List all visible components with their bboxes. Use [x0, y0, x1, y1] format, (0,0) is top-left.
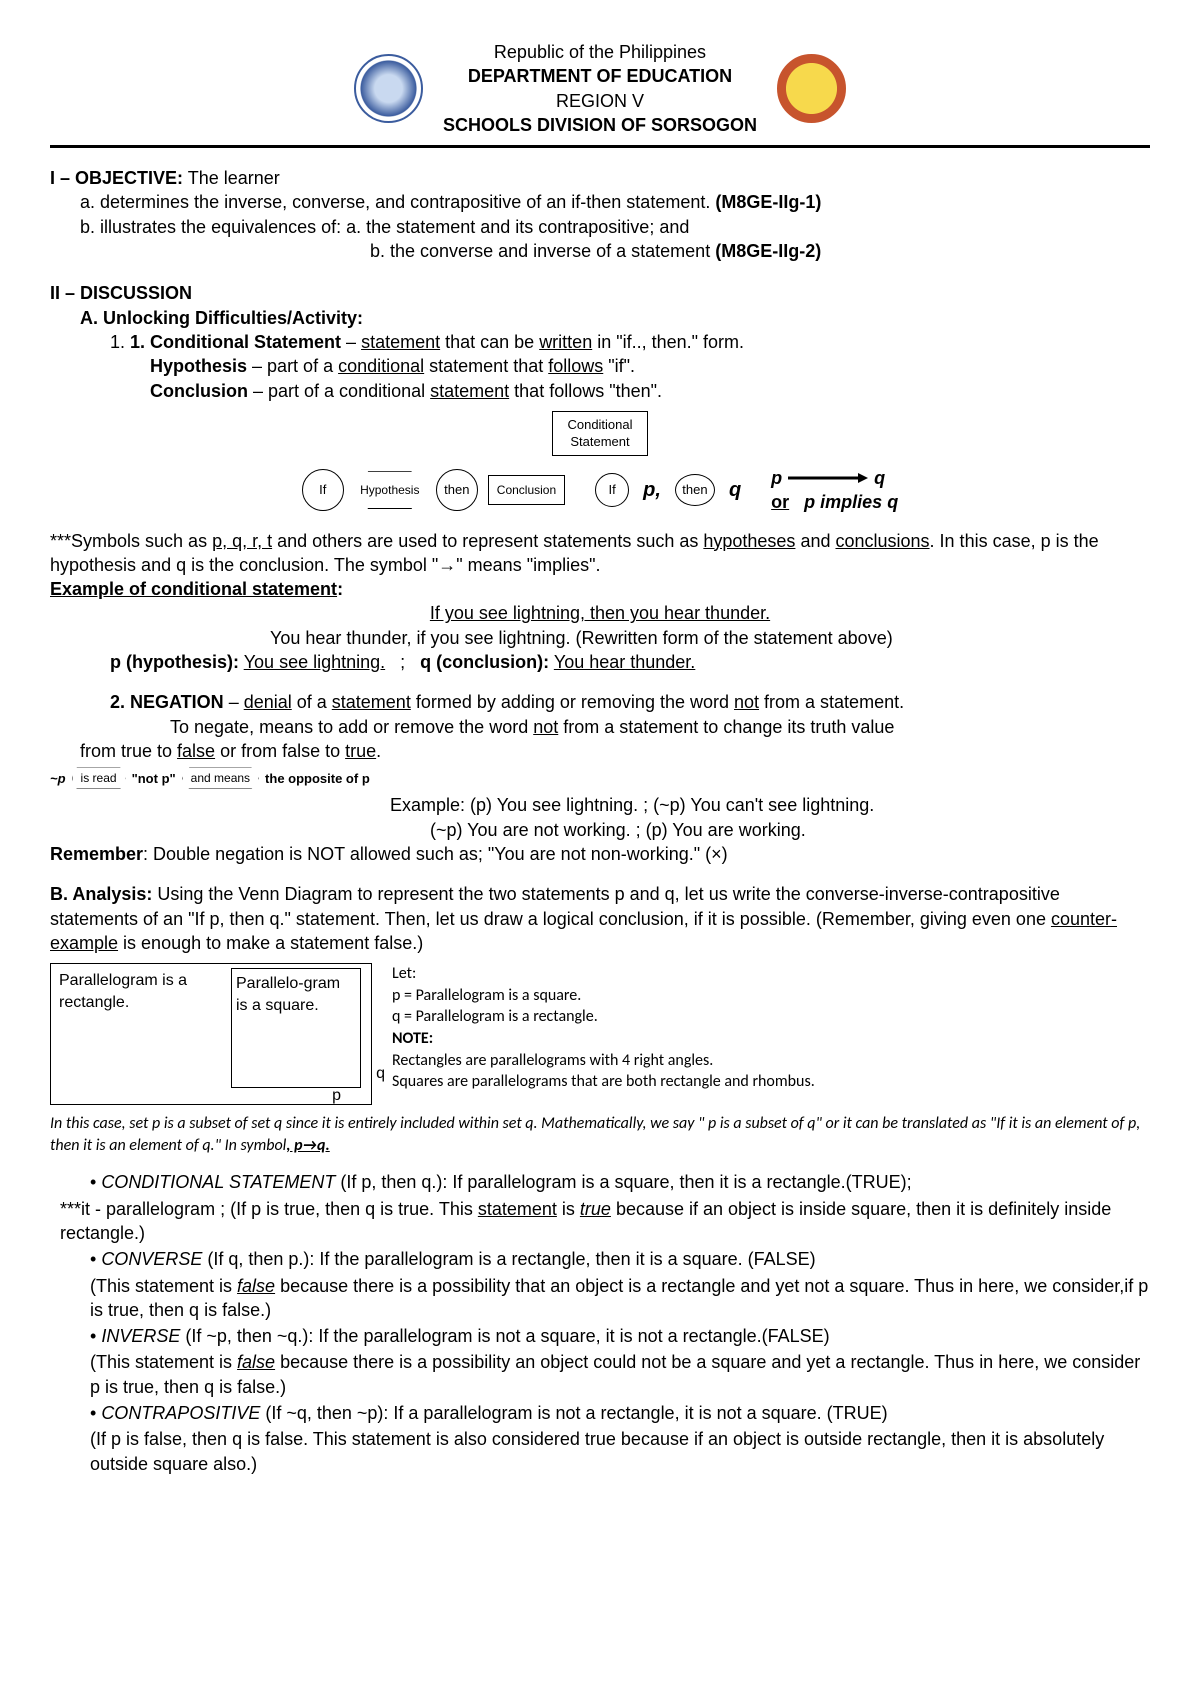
objective-b: b. illustrates the equivalences of: a. t… [50, 215, 1150, 239]
header-line2: DEPARTMENT OF EDUCATION [443, 64, 757, 88]
sorsogon-logo [777, 54, 846, 123]
symbols-note: ***Symbols such as p, q, r, t and others… [50, 529, 1150, 578]
inverse-bullet: INVERSE (If ~p, then ~q.): If the parall… [50, 1324, 1150, 1348]
discussion-section: II – DISCUSSION A. Unlocking Difficultie… [50, 281, 1150, 402]
arrow-icon [788, 472, 868, 484]
contrapositive-sub: (If p is false, then q is false. This st… [50, 1427, 1150, 1476]
analysis-block: B. Analysis: Using the Venn Diagram to r… [50, 882, 1150, 955]
page-header: Republic of the Philippines DEPARTMENT O… [50, 40, 1150, 148]
subset-note: In this case, set p is a subset of set q… [50, 1113, 1150, 1156]
venn-q-label: q [376, 1063, 385, 1085]
cond-stmt-box: Conditional Statement [552, 411, 647, 456]
venn-inner-box: Parallelo-gram is a square. [231, 968, 361, 1088]
negation-block: 2. NEGATION – denial of a statement form… [50, 690, 1150, 866]
implies-block: p q or p implies q [771, 466, 898, 515]
example-block: Example of conditional statement: If you… [50, 577, 1150, 674]
cond-stmt-def: 1. 1. Conditional Statement – statement … [50, 330, 1150, 354]
converse-bullet: CONVERSE (If q, then p.): If the paralle… [50, 1247, 1150, 1271]
conditional-sub: ***it - parallelogram ; (If p is true, t… [50, 1197, 1150, 1246]
negation-ex1: Example: (p) You see lightning. ; (~p) Y… [50, 793, 1150, 817]
then-circle-2: then [675, 474, 715, 506]
venn-box: Parallelogram is a rectangle. Parallelo-… [50, 963, 372, 1105]
header-line4: SCHOOLS DIVISION OF SORSOGON [443, 113, 757, 137]
remember-line: Remember: Double negation is NOT allowed… [50, 842, 1150, 866]
negation-symbol-row: ~p is read "not p" and means the opposit… [50, 767, 1150, 789]
header-line1: Republic of the Philippines [443, 40, 757, 64]
conclusion-def: Conclusion – part of a conditional state… [50, 379, 1150, 403]
negation-line2a: To negate, means to add or remove the wo… [50, 715, 1150, 739]
p-symbol: p, [643, 477, 661, 504]
statements-block: CONDITIONAL STATEMENT (If p, then q.): I… [50, 1170, 1150, 1476]
inverse-sub: (This statement is false because there i… [50, 1350, 1150, 1399]
hypothesis-diamond: Hypothesis [354, 471, 426, 509]
conclusion-rect: Conclusion [488, 475, 565, 505]
venn-p-label: p [332, 1085, 341, 1107]
objective-a: a. determines the inverse, converse, and… [50, 190, 1150, 214]
let-block: Let: p = Parallelogram is a square. q = … [392, 963, 815, 1093]
negation-line2b: from true to false or from false to true… [50, 739, 1150, 763]
then-circle: then [436, 469, 478, 511]
conditional-diagram: Conditional Statement If Hypothesis then… [50, 411, 1150, 515]
discussion-title: II – DISCUSSION [50, 281, 1150, 305]
objective-section: I – OBJECTIVE: The learner a. determines… [50, 166, 1150, 263]
objective-lead: The learner [183, 168, 280, 188]
example-title: Example of conditional statement [50, 579, 337, 599]
hypothesis-def: Hypothesis – part of a conditional state… [50, 354, 1150, 378]
if-circle: If [302, 469, 344, 511]
objective-b2: b. the converse and inverse of a stateme… [50, 239, 1150, 263]
q-symbol: q [729, 477, 741, 504]
example-line1: If you see lightning, then you hear thun… [430, 603, 770, 623]
header-text-block: Republic of the Philippines DEPARTMENT O… [443, 40, 757, 137]
unlocking-title: A. Unlocking Difficulties/Activity: [50, 306, 1150, 330]
example-line2: You hear thunder, if you see lightning. … [50, 626, 1150, 650]
negation-ex2: (~p) You are not working. ; (p) You are … [50, 818, 1150, 842]
contrapositive-bullet: CONTRAPOSITIVE (If ~q, then ~p): If a pa… [50, 1401, 1150, 1425]
if-circle-2: If [595, 473, 629, 507]
example-pq: p (hypothesis): You see lightning. ; q (… [50, 650, 1150, 674]
objective-line: I – OBJECTIVE: The learner [50, 166, 1150, 190]
venn-outer-label: Parallelogram is a rectangle. [59, 970, 209, 1013]
deped-logo [354, 54, 423, 123]
venn-diagram-row: Parallelogram is a rectangle. Parallelo-… [50, 963, 1150, 1105]
objective-title: I – OBJECTIVE: [50, 168, 183, 188]
header-line3: REGION V [443, 89, 757, 113]
conditional-bullet: CONDITIONAL STATEMENT (If p, then q.): I… [50, 1170, 1150, 1194]
converse-sub: (This statement is false because there i… [50, 1274, 1150, 1323]
